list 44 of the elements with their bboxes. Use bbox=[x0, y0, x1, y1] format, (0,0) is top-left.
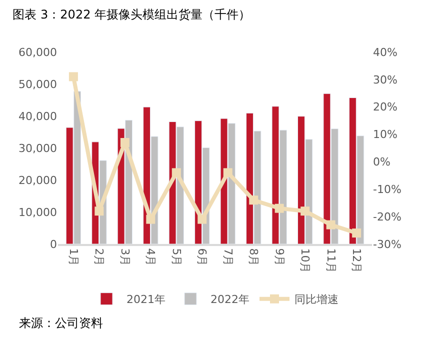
point bbox=[326, 220, 336, 230]
point bbox=[274, 204, 284, 213]
y2-tick-label: 30% bbox=[373, 73, 398, 86]
y-tick-label: 10,000 bbox=[18, 206, 57, 219]
y2-tick-label: 10% bbox=[373, 128, 398, 142]
x-tick-label: 8月 bbox=[247, 248, 260, 266]
x-tick-label: 2月 bbox=[92, 248, 106, 266]
point bbox=[249, 196, 258, 205]
y-tick-label: 20,000 bbox=[18, 174, 57, 187]
chart-title: 图表 3：2022 年摄像头模组出货量（千件） bbox=[12, 8, 251, 22]
y-tick-label: 40,000 bbox=[18, 110, 57, 123]
source-note: 来源：公司资料 bbox=[19, 316, 103, 330]
x-tick-label: 1月 bbox=[66, 248, 80, 266]
x-tick-label: 11月 bbox=[324, 248, 338, 274]
y-tick-label: 30,000 bbox=[18, 142, 57, 155]
point bbox=[223, 168, 232, 178]
point bbox=[94, 206, 104, 216]
x-tick-label: 6月 bbox=[196, 248, 209, 266]
point bbox=[146, 214, 156, 224]
y2-tick-label: -10% bbox=[373, 182, 402, 196]
x-tick-label: 4月 bbox=[144, 248, 158, 266]
legend-label: 2022年 bbox=[210, 293, 250, 306]
point bbox=[352, 228, 362, 238]
y-tick-label: 60,000 bbox=[18, 46, 57, 59]
x-tick-label: 7月 bbox=[221, 248, 234, 266]
x-tick-label: 5月 bbox=[170, 248, 183, 266]
y2-tick-label: 20% bbox=[373, 100, 398, 114]
point bbox=[120, 138, 130, 148]
point bbox=[68, 72, 78, 82]
x-tick-label: 12月 bbox=[350, 248, 363, 274]
y2-tick-label: -30% bbox=[373, 238, 402, 251]
y-tick-label: 0 bbox=[50, 238, 57, 251]
point bbox=[172, 168, 181, 178]
x-tick-label: 10月 bbox=[298, 248, 312, 274]
y2-tick-label: 40% bbox=[373, 46, 398, 59]
y-tick-label: 50,000 bbox=[18, 78, 57, 91]
legend-label: 2021年 bbox=[126, 293, 166, 306]
legend-label: 同比增速 bbox=[294, 293, 338, 306]
y2-tick-label: -20% bbox=[373, 210, 402, 224]
x-tick-label: 9月 bbox=[272, 248, 286, 266]
y2-tick-label: 0% bbox=[373, 156, 390, 169]
point bbox=[300, 206, 310, 216]
x-tick-label: 3月 bbox=[118, 248, 132, 266]
point bbox=[198, 214, 207, 224]
